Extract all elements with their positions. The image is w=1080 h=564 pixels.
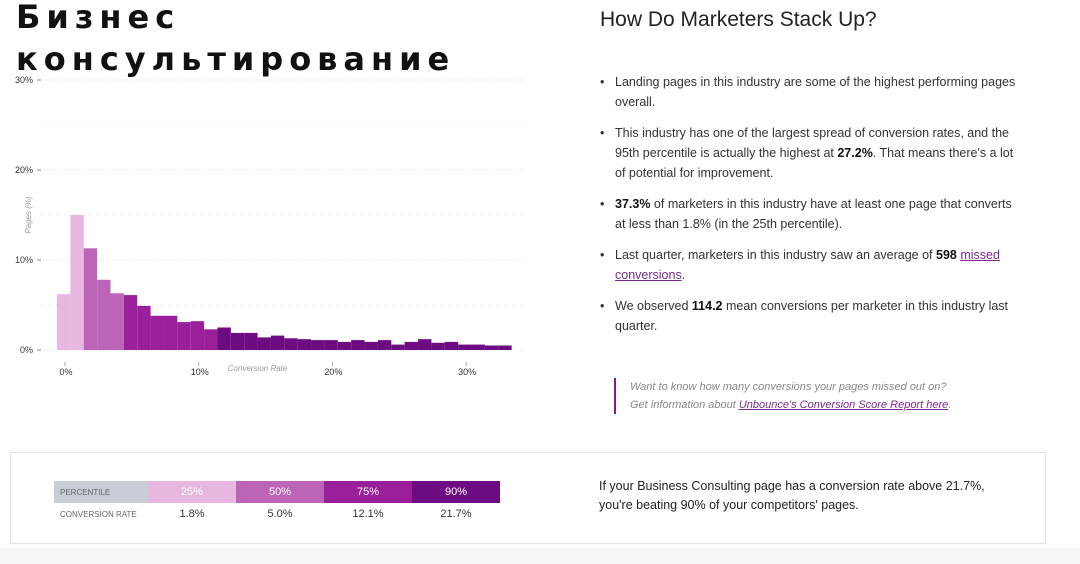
x-tick-label: 0%	[59, 367, 72, 377]
y-tick-label: 20%	[15, 165, 33, 175]
histogram-bar	[163, 315, 178, 350]
percentile-cell: 90%	[412, 481, 500, 503]
histogram-bar	[391, 344, 405, 350]
bullet-text: . That means there's a lot of potential …	[615, 146, 1014, 180]
bullet-text: We observed	[615, 299, 692, 313]
histogram-bar	[70, 215, 84, 350]
y-tick-label: 30%	[15, 75, 33, 85]
percentile-header: PERCENTILE	[54, 481, 148, 503]
histogram-bar	[431, 342, 445, 350]
histogram-bar	[351, 340, 365, 350]
histogram-bar	[137, 305, 151, 350]
insights-list: Landing pages in this industry are some …	[598, 72, 1018, 347]
overlay-title-line2: консультирование	[16, 40, 456, 78]
bullet-highlight: 27.2%	[837, 146, 873, 160]
conversion-rate-header: CONVERSION RATE	[60, 509, 137, 519]
histogram-bar	[244, 332, 258, 350]
bullet-text: mean conversions per marketer in this in…	[615, 299, 1009, 333]
percentile-cell: 75%	[324, 481, 412, 503]
overlay-title-line1: Бизнес	[16, 0, 181, 36]
list-item: Last quarter, marketers in this industry…	[598, 245, 1018, 285]
histogram-bar	[257, 337, 271, 350]
histogram-bar	[150, 315, 164, 350]
verdict-text: If your Business Consulting page has a c…	[599, 479, 985, 512]
callout-quote: Want to know how many conversions your p…	[614, 378, 960, 414]
rate-cell: 21.7%	[440, 508, 472, 520]
histogram-bar	[190, 321, 205, 350]
percentile-table: PERCENTILE 25% 50% 75% 90% CONVERSION RA…	[54, 481, 500, 525]
bullet-text: Landing pages in this industry are some …	[615, 75, 1016, 109]
histogram-bar	[97, 279, 111, 350]
histogram-bar	[498, 345, 512, 350]
histogram-bar	[404, 341, 419, 350]
histogram-bar	[230, 332, 245, 350]
histogram-bar	[123, 295, 138, 350]
histogram-bar	[177, 322, 191, 350]
section-title: How Do Marketers Stack Up?	[600, 8, 877, 31]
histogram-bar	[217, 327, 231, 350]
histogram-bar	[83, 248, 98, 350]
table-row: PERCENTILE 25% 50% 75% 90%	[54, 481, 500, 503]
x-tick-label: 10%	[191, 367, 209, 377]
rate-cell: 1.8%	[179, 508, 205, 520]
x-axis-label: Conversion Rate	[228, 364, 288, 373]
bullet-text: .	[681, 268, 686, 282]
histogram-bar	[204, 329, 218, 350]
quote-text: Want to know how many conversions your p…	[630, 381, 947, 411]
histogram-bar	[444, 341, 459, 350]
percentile-cell: 25%	[148, 481, 236, 503]
list-item: This industry has one of the largest spr…	[598, 123, 1018, 183]
histogram-bar	[418, 339, 432, 350]
rate-cell: 5.0%	[267, 508, 293, 520]
histogram-bar	[57, 294, 71, 350]
rate-cell: 12.1%	[352, 508, 384, 520]
list-item: We observed 114.2 mean conversions per m…	[598, 296, 1018, 336]
histogram-bar	[311, 340, 325, 350]
histogram-bar	[297, 339, 312, 350]
histogram-bar	[110, 293, 124, 350]
percentile-panel: PERCENTILE 25% 50% 75% 90% CONVERSION RA…	[10, 452, 1046, 544]
quote-text: .	[948, 399, 952, 411]
histogram-bar	[337, 341, 352, 350]
histogram-bar	[270, 335, 285, 350]
bullet-highlight: 114.2	[691, 299, 723, 313]
y-tick-label: 0%	[20, 345, 33, 355]
histogram-bar	[284, 338, 298, 350]
y-axis-label: Pages (%)	[24, 196, 33, 234]
histogram-bar	[364, 341, 378, 350]
bullet-highlight: 598	[936, 248, 957, 262]
missed-conversions-link[interactable]: missed conversions	[615, 248, 1000, 282]
bullet-highlight: 37.3%	[615, 197, 651, 211]
histogram-bar	[484, 345, 499, 350]
list-item: 37.3% of marketers in this industry have…	[598, 194, 1018, 234]
bullet-text: This industry has one of the largest spr…	[615, 126, 1009, 160]
histogram-bar	[377, 340, 392, 350]
bottom-strip	[0, 548, 1080, 564]
y-tick-label: 10%	[15, 255, 33, 265]
x-tick-label: 30%	[458, 367, 476, 377]
overlay-title: Бизнес консультирование	[16, 0, 455, 80]
histogram-bar	[324, 340, 338, 350]
table-row: CONVERSION RATE 1.8% 5.0% 12.1% 21.7%	[54, 503, 500, 525]
histogram-bar	[471, 344, 485, 350]
conversion-score-report-link[interactable]: Unbounce's Conversion Score Report here	[738, 399, 949, 411]
bullet-text: of marketers in this industry have at le…	[615, 197, 1012, 231]
list-item: Landing pages in this industry are some …	[598, 72, 1018, 112]
bullet-text: Last quarter, marketers in this industry…	[615, 248, 936, 262]
percentile-cell: 50%	[236, 481, 324, 503]
histogram-bar	[458, 344, 472, 350]
conversion-histogram: 0% 10% 20% 30% 0% 10% 20% 30% Conversion Rate Pag…	[15, 75, 525, 377]
x-tick-label: 20%	[324, 367, 342, 377]
